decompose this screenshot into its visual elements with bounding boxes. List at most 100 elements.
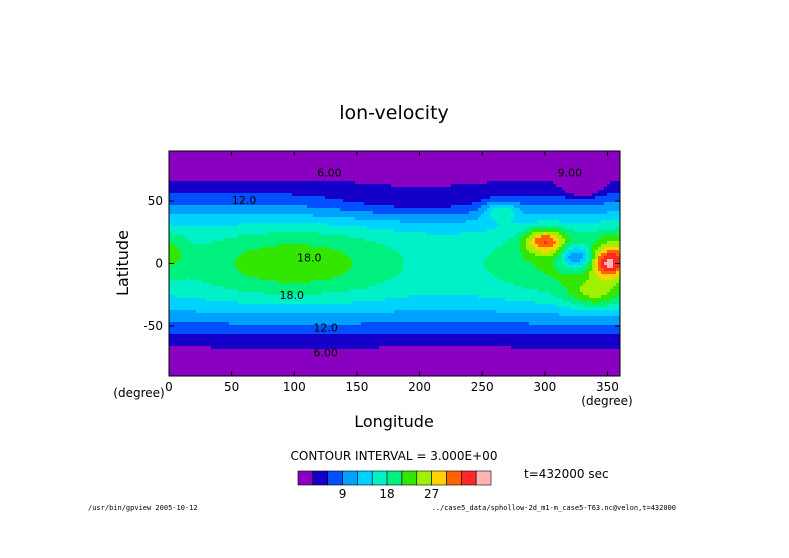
field-cell [433, 223, 437, 227]
field-cell [259, 241, 263, 245]
field-cell [508, 211, 512, 215]
field-cell [400, 166, 404, 170]
field-cell [607, 232, 611, 236]
field-cell [295, 244, 299, 248]
field-cell [262, 241, 266, 245]
field-cell [394, 241, 398, 245]
field-cell [412, 196, 416, 200]
field-cell [601, 244, 605, 248]
field-cell [175, 205, 179, 209]
field-cell [247, 193, 251, 197]
field-cell [181, 169, 185, 173]
field-cell [355, 232, 359, 236]
field-cell [289, 244, 293, 248]
field-cell [616, 163, 620, 167]
field-cell [214, 217, 218, 221]
field-cell [196, 220, 200, 224]
field-cell [211, 220, 215, 224]
field-cell [571, 157, 575, 161]
field-cell [595, 175, 599, 179]
field-cell [250, 244, 254, 248]
field-cell [439, 160, 443, 164]
field-cell [436, 235, 440, 239]
field-cell [433, 163, 437, 167]
field-cell [505, 208, 509, 212]
field-cell [484, 247, 488, 251]
field-cell [226, 151, 230, 155]
field-cell [589, 244, 593, 248]
field-cell [556, 199, 560, 203]
field-cell [184, 247, 188, 251]
field-cell [337, 196, 341, 200]
field-cell [454, 229, 458, 233]
field-cell [271, 226, 275, 230]
field-cell [568, 163, 572, 167]
field-cell [187, 208, 191, 212]
field-cell [532, 154, 536, 158]
field-cell [430, 196, 434, 200]
field-cell [565, 232, 569, 236]
field-cell [529, 244, 533, 248]
field-cell [505, 247, 509, 251]
field-cell [196, 208, 200, 212]
field-cell [385, 157, 389, 161]
field-cell [256, 193, 260, 197]
field-cell [385, 154, 389, 158]
field-cell [553, 214, 557, 218]
field-cell [220, 241, 224, 245]
field-cell [475, 178, 479, 182]
field-cell [490, 154, 494, 158]
field-cell [268, 244, 272, 248]
field-cell [283, 235, 287, 239]
field-cell [595, 217, 599, 221]
field-cell [547, 196, 551, 200]
field-cell [250, 220, 254, 224]
field-cell [583, 232, 587, 236]
field-cell [526, 181, 530, 185]
field-cell [598, 244, 602, 248]
field-cell [268, 211, 272, 215]
field-cell [187, 223, 191, 227]
field-cell [571, 175, 575, 179]
field-cell [313, 199, 317, 203]
field-cell [403, 178, 407, 182]
field-cell [505, 154, 509, 158]
field-cell [421, 241, 425, 245]
field-cell [262, 169, 266, 173]
field-cell [262, 235, 266, 239]
field-cell [286, 181, 290, 185]
field-cell [616, 178, 620, 182]
field-cell [460, 199, 464, 203]
field-cell [427, 160, 431, 164]
field-cell [556, 211, 560, 215]
field-cell [334, 184, 338, 188]
field-cell [349, 235, 353, 239]
field-cell [235, 229, 239, 233]
field-cell [532, 178, 536, 182]
field-cell [403, 169, 407, 173]
field-cell [553, 196, 557, 200]
field-cell [256, 223, 260, 227]
field-cell [511, 214, 515, 218]
field-cell [568, 238, 572, 242]
field-cell [499, 229, 503, 233]
field-cell [481, 157, 485, 161]
field-cell [598, 157, 602, 161]
field-cell [340, 244, 344, 248]
field-cell [604, 229, 608, 233]
field-cell [439, 205, 443, 209]
field-cell [403, 247, 407, 251]
field-cell [211, 211, 215, 215]
field-cell [202, 181, 206, 185]
field-cell [205, 178, 209, 182]
field-cell [430, 181, 434, 185]
field-cell [193, 190, 197, 194]
field-cell [172, 181, 176, 185]
field-cell [274, 205, 278, 209]
field-cell [451, 184, 455, 188]
field-cell [373, 151, 377, 155]
field-cell [370, 229, 374, 233]
field-cell [352, 241, 356, 245]
field-cell [433, 187, 437, 191]
field-cell [193, 238, 197, 242]
